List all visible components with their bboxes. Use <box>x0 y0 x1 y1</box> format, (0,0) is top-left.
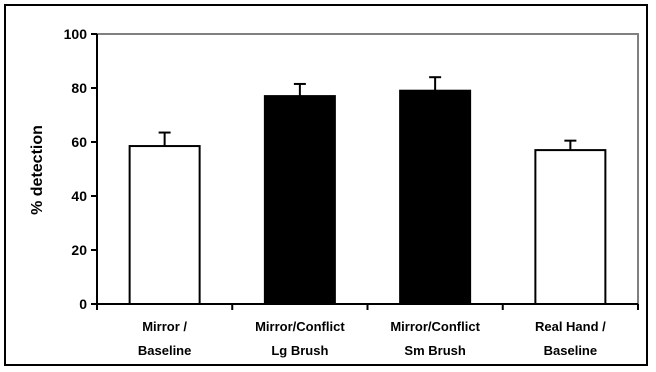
x-axis: Mirror / Baseline Mirror/Conflict Lg Brush M… <box>96 303 639 358</box>
y-tick-label: 60 <box>71 134 87 150</box>
x-category-label: Mirror/Conflict <box>255 319 345 334</box>
bar <box>263 95 336 305</box>
x-category-label: Mirror / <box>142 319 187 334</box>
y-tick-label: 40 <box>71 188 87 204</box>
bar <box>534 149 607 305</box>
bar <box>128 145 201 305</box>
y-tick-label: 0 <box>79 296 87 312</box>
x-category-label: Mirror/Conflict <box>390 319 480 334</box>
x-category-label: Baseline <box>138 343 191 358</box>
x-category-label: Sm Brush <box>404 343 465 358</box>
x-category-label: Lg Brush <box>271 343 328 358</box>
y-axis-title: % detection <box>29 125 46 215</box>
y-tick-label: 80 <box>71 80 87 96</box>
bar <box>399 89 472 305</box>
bars <box>128 89 607 305</box>
y-tick-label: 100 <box>64 26 88 42</box>
x-category-label: Real Hand / <box>535 319 606 334</box>
y-axis: 0 20 40 60 80 100 <box>64 26 98 312</box>
y-tick-label: 20 <box>71 242 87 258</box>
x-category-label: Baseline <box>544 343 597 358</box>
error-bars <box>158 76 577 151</box>
